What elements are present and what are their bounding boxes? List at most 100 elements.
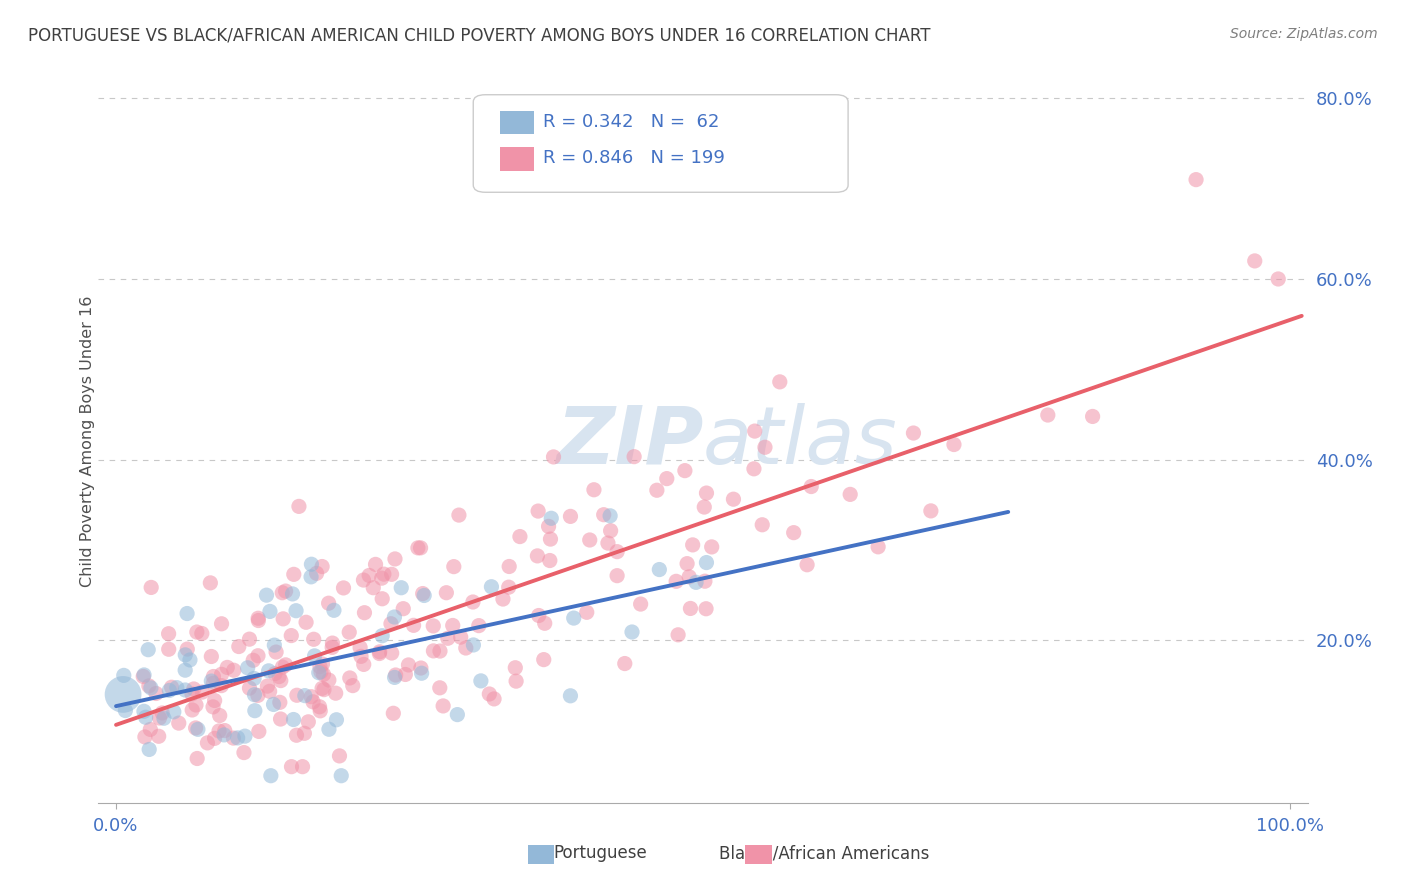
- Point: [505, 674, 527, 689]
- Point: [179, 653, 201, 667]
- Point: [538, 553, 561, 567]
- Point: [256, 679, 278, 693]
- Point: [380, 616, 402, 631]
- Point: [1267, 272, 1289, 286]
- Point: [157, 683, 180, 698]
- Point: [247, 611, 270, 625]
- Point: [402, 618, 425, 632]
- Point: [160, 680, 183, 694]
- Point: [599, 524, 621, 538]
- Point: [582, 483, 605, 497]
- Point: [233, 746, 256, 760]
- Point: [429, 644, 451, 658]
- Text: Portuguese: Portuguese: [554, 845, 647, 863]
- Point: [299, 690, 322, 704]
- Point: [482, 692, 505, 706]
- Point: [599, 508, 621, 523]
- Point: [381, 567, 404, 582]
- Point: [186, 751, 208, 765]
- Point: [259, 604, 281, 618]
- Text: R = 0.342   N =  62: R = 0.342 N = 62: [543, 113, 720, 131]
- Text: PORTUGUESE VS BLACK/AFRICAN AMERICAN CHILD POVERTY AMONG BOYS UNDER 16 CORRELATI: PORTUGUESE VS BLACK/AFRICAN AMERICAN CHI…: [28, 27, 931, 45]
- Point: [135, 710, 157, 724]
- Point: [285, 688, 308, 702]
- Point: [242, 653, 264, 667]
- Point: [630, 597, 652, 611]
- Point: [297, 714, 319, 729]
- Point: [942, 437, 965, 451]
- Point: [281, 587, 304, 601]
- Point: [470, 673, 492, 688]
- Point: [204, 693, 226, 707]
- Point: [596, 536, 619, 550]
- Point: [166, 681, 188, 695]
- Point: [311, 559, 333, 574]
- Point: [592, 508, 614, 522]
- Text: atlas: atlas: [703, 402, 898, 481]
- Point: [183, 681, 205, 696]
- Point: [673, 464, 696, 478]
- Point: [350, 649, 373, 664]
- Point: [269, 695, 291, 709]
- Point: [200, 674, 222, 689]
- Point: [274, 584, 297, 599]
- Point: [263, 698, 285, 712]
- Point: [437, 632, 460, 646]
- Point: [648, 563, 671, 577]
- Point: [243, 688, 266, 702]
- Point: [295, 615, 318, 630]
- Point: [302, 695, 325, 709]
- Point: [370, 571, 392, 585]
- Point: [330, 769, 353, 783]
- Point: [478, 687, 501, 701]
- Point: [621, 625, 644, 640]
- Point: [174, 683, 197, 698]
- Point: [301, 558, 323, 572]
- Point: [463, 638, 485, 652]
- Point: [527, 504, 550, 518]
- Point: [270, 712, 292, 726]
- Point: [150, 706, 173, 720]
- Point: [394, 667, 416, 681]
- Point: [309, 659, 332, 673]
- Point: [560, 689, 582, 703]
- Point: [679, 601, 702, 615]
- Point: [371, 591, 394, 606]
- Point: [176, 642, 198, 657]
- Point: [1243, 253, 1265, 268]
- Point: [606, 544, 628, 558]
- Point: [443, 559, 465, 574]
- Point: [299, 570, 322, 584]
- Point: [163, 705, 186, 719]
- Point: [280, 629, 302, 643]
- Point: [578, 533, 600, 547]
- Point: [665, 574, 688, 589]
- Point: [228, 640, 250, 654]
- Point: [422, 619, 444, 633]
- Point: [191, 685, 214, 699]
- Point: [412, 586, 434, 600]
- Point: [112, 687, 135, 701]
- Point: [291, 760, 314, 774]
- Point: [700, 540, 723, 554]
- Point: [259, 684, 281, 698]
- Point: [492, 592, 515, 607]
- Point: [280, 760, 302, 774]
- Point: [505, 661, 527, 675]
- Point: [693, 574, 716, 589]
- Point: [184, 721, 207, 735]
- Point: [332, 581, 354, 595]
- Point: [141, 581, 163, 595]
- Point: [238, 681, 260, 695]
- Point: [623, 450, 645, 464]
- Point: [364, 558, 387, 572]
- Point: [208, 708, 231, 723]
- Point: [613, 657, 636, 671]
- Point: [498, 559, 520, 574]
- Point: [222, 731, 245, 745]
- Point: [157, 642, 180, 657]
- Point: [560, 509, 582, 524]
- Point: [368, 647, 391, 661]
- Point: [526, 549, 548, 563]
- Point: [197, 736, 219, 750]
